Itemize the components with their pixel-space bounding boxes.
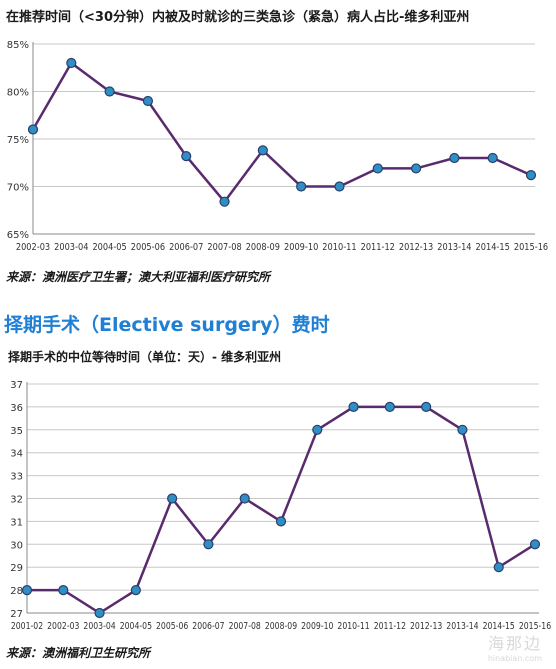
chart2-ytick-label: 35 <box>10 426 23 437</box>
chart1-ytick-label: 80% <box>7 88 29 99</box>
chart2-ytick-label: 33 <box>10 472 23 483</box>
section-heading: 择期手术（Elective surgery）费时 <box>4 314 330 336</box>
chart2-xtick-label: 2010-11 <box>337 621 369 632</box>
chart2-xtick-label: 2008-09 <box>265 621 297 632</box>
chart2-title: 择期手术的中位等待时间（单位：天）- 维多利亚州 <box>8 350 282 364</box>
chart2-xtick-label: 2014-15 <box>483 621 515 632</box>
chart2-xtick-label: 2007-08 <box>229 621 261 632</box>
chart2-ytick-label: 31 <box>10 517 23 528</box>
chart2-xtick-label: 2009-10 <box>301 621 333 632</box>
chart2-point <box>312 424 323 435</box>
chart1-xtick-label: 2008-09 <box>246 242 280 253</box>
chart2-series-line <box>27 405 536 615</box>
chart1-point <box>525 170 537 181</box>
chart2-xtick-label: 2013-14 <box>446 621 478 632</box>
chart1-xtick-label: 2011-12 <box>361 242 395 253</box>
chart1-point <box>142 95 154 107</box>
chart1-point <box>181 151 192 162</box>
chart2-ytick-label: 29 <box>10 563 23 574</box>
chart2-point <box>493 562 504 573</box>
chart2-point <box>457 424 468 435</box>
watermark-url: hinabian.com <box>487 654 542 663</box>
watermark: 海那边 hinabian.com <box>488 630 542 663</box>
chart1-point <box>104 86 115 97</box>
chart1-title: 在推荐时间（<30分钟）内被及时就诊的三类急诊（紧急）病人占比-维多利亚州 <box>6 10 470 25</box>
chart1-xtick-label: 2003-04 <box>54 242 88 253</box>
chart1-ytick-label: 65% <box>7 230 29 241</box>
chart2-xtick-label: 2006-07 <box>192 621 224 632</box>
chart2-ytick-label: 28 <box>10 586 23 597</box>
chart2-xtick-label: 2015-16 <box>519 621 551 632</box>
chart1-xtick-label: 2004-05 <box>92 242 126 253</box>
chart1-xtick-label: 2006-07 <box>169 242 203 253</box>
chart1-xtick-label: 2009-10 <box>284 242 318 253</box>
chart1-point <box>410 163 422 174</box>
chart2-xtick-label: 2002-03 <box>47 621 79 632</box>
chart2-xtick-label: 2005-06 <box>156 621 188 632</box>
chart1-xtick-label: 2014-15 <box>476 242 510 253</box>
chart2-ytick-label: 37 <box>10 380 23 391</box>
chart2-point <box>529 539 541 550</box>
chart2-point <box>203 539 214 550</box>
chart2-point <box>275 516 287 527</box>
chart1-point <box>296 181 307 192</box>
chart1-xtick-label: 2010-11 <box>322 242 356 253</box>
chart1-ytick-label: 75% <box>7 135 29 146</box>
chart2-ytick-label: 30 <box>10 540 23 551</box>
chart1-point <box>334 181 345 192</box>
chart2-point <box>239 493 250 504</box>
chart1-point <box>66 57 77 69</box>
watermark-text: 海那边 <box>487 634 542 653</box>
chart1-xtick-label: 2005-06 <box>131 242 165 253</box>
chart1-xtick-label: 2013-14 <box>437 242 471 253</box>
chart2-point <box>21 584 33 596</box>
chart2-source: 来源：澳洲福利卫生研究所 <box>6 646 151 660</box>
chart1-point <box>257 145 268 156</box>
chart2-ytick-label: 32 <box>10 495 23 506</box>
chart2-point <box>421 401 432 412</box>
chart2-point <box>130 584 141 596</box>
chart1-point <box>449 152 460 164</box>
chart1-xtick-label: 2002-03 <box>16 242 50 253</box>
chart1-xtick-label: 2007-08 <box>207 242 241 253</box>
chart1-ytick-label: 70% <box>7 183 29 194</box>
chart2-point <box>94 607 105 619</box>
chart2-xtick-label: 2001-02 <box>11 621 43 632</box>
chart2-ytick-label: 36 <box>10 403 23 414</box>
chart1-point <box>219 196 230 207</box>
chart1-xtick-label: 2012-13 <box>399 242 433 253</box>
chart1-point <box>372 163 383 174</box>
chart2-xtick-label: 2012-13 <box>410 621 442 632</box>
chart2-xtick-label: 2011-12 <box>374 621 406 632</box>
chart2-xtick-label: 2004-05 <box>120 621 152 632</box>
chart1-xtick-label: 2015-16 <box>514 242 548 253</box>
chart1-point <box>27 124 39 135</box>
chart2-ytick-label: 34 <box>10 449 23 460</box>
chart2-ytick-label: 27 <box>10 609 23 620</box>
chart1-series-line <box>31 61 532 204</box>
chart1-point <box>487 152 498 164</box>
chart2-xtick-label: 2003-04 <box>83 621 115 632</box>
chart1-source: 来源：澳洲医疗卫生署；澳大利亚福利医疗研究所 <box>6 270 271 284</box>
chart1-ytick-label: 85% <box>7 40 29 51</box>
chart2-point <box>167 493 178 504</box>
chart2-point <box>348 401 359 412</box>
chart2-point <box>58 584 69 596</box>
chart2-point <box>384 401 395 412</box>
